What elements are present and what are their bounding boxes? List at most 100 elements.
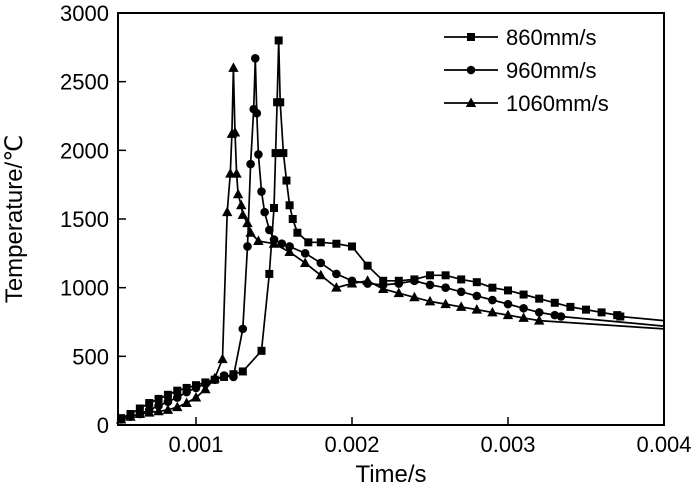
data-point [440,298,451,309]
data-point [363,261,372,270]
data-point [245,227,256,237]
data-point [154,394,163,403]
data-point [274,36,283,45]
data-point [332,269,341,279]
data-point [425,280,435,290]
data-point [271,149,280,158]
data-point [125,411,136,421]
data-point [441,271,450,280]
data-point [550,298,559,307]
data-point [250,54,260,63]
y-tick-label: 3000 [60,1,109,26]
data-point [190,392,202,402]
x-tick-label: 0.004 [636,432,691,457]
data-point [265,269,274,278]
data-point [288,215,297,223]
data-point [163,397,173,406]
data-point [616,312,625,321]
data-point [316,238,325,247]
data-point [362,275,373,285]
data-point [441,283,450,292]
data-point [268,238,280,248]
data-point [231,168,242,178]
data-point [172,401,183,412]
legend-marker [467,33,475,41]
data-point [566,302,575,311]
data-point [332,239,341,248]
data-point [410,276,419,286]
data-point [243,242,252,251]
data-point [222,206,233,217]
legend-item: 860mm/s [444,25,596,50]
data-point [316,258,326,268]
data-point [503,299,513,309]
data-point [535,294,544,303]
data-point [257,187,266,196]
data-point [457,275,466,284]
chart-marks [115,36,664,424]
data-point [504,286,512,295]
series-triangle [115,62,664,424]
data-point [487,306,498,317]
y-tick-label: 500 [72,344,109,369]
data-point [300,257,311,267]
data-point [279,149,288,158]
data-point [191,383,201,393]
data-point [348,242,356,251]
data-point [331,282,342,292]
y-tick-label: 0 [97,413,109,438]
data-point [163,390,172,399]
data-point [393,287,404,298]
x-tick-label: 0.003 [480,432,535,457]
data-point [209,372,220,383]
legend-item: 1060mm/s [444,91,609,116]
data-point [238,367,247,376]
legend-item: 960mm/s [444,58,596,83]
legend-label: 860mm/s [506,25,596,50]
data-point [265,225,274,235]
data-point [502,309,514,320]
data-point [236,199,247,210]
y-tick-label: 2500 [60,70,109,95]
data-point [254,150,263,159]
data-point [232,188,244,199]
data-point [238,324,248,334]
data-point [285,201,294,210]
data-point [229,372,238,382]
legend-label: 1060mm/s [506,91,609,116]
data-point [471,304,482,314]
data-point [284,246,295,256]
y-axis-title: Temperature/℃ [1,135,28,303]
x-tick-label: 0.001 [168,432,223,457]
legend: 860mm/s 960mm/s 1060mm/s [444,25,609,116]
data-point [153,405,164,416]
data-point [488,283,497,292]
data-point [229,126,241,137]
data-point [217,353,228,364]
axes: 0.001 0.002 0.003 0.004 0 500 1000 1500 2000 2500… [60,1,691,457]
legend-marker [465,97,477,107]
data-point [253,235,264,245]
data-point [228,62,239,72]
data-point [597,308,606,317]
data-point [456,301,467,311]
y-tick-label: 2000 [60,138,109,163]
y-tick-label: 1500 [60,207,109,232]
x-tick-label: 0.002 [324,432,379,457]
data-point [426,271,434,280]
series-line [120,67,664,421]
data-point [246,159,255,169]
data-point [144,407,155,417]
data-point [172,393,182,402]
data-point [518,312,529,322]
data-point [582,305,590,314]
data-point [252,108,262,118]
data-point [394,279,404,288]
data-point [456,287,466,297]
data-point [378,283,389,294]
data-point [472,278,481,287]
data-point [257,346,266,355]
data-point [293,228,302,237]
data-point [200,383,211,394]
